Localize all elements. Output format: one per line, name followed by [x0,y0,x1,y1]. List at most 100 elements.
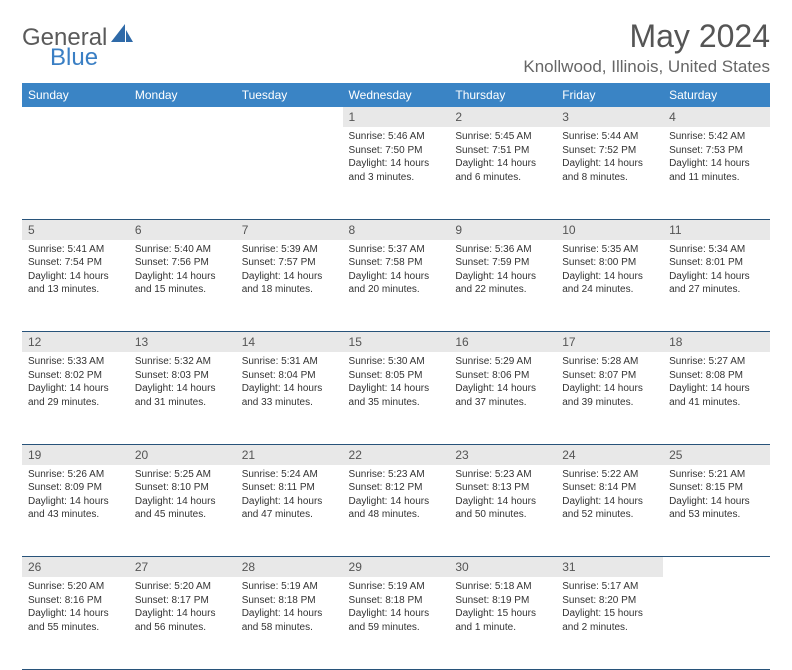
header: General Blue May 2024 Knollwood, Illinoi… [22,18,770,77]
sunset-text: Sunset: 8:07 PM [562,369,657,383]
daylight-text: and 33 minutes. [242,396,337,410]
day-number: 22 [343,444,450,465]
daylight-text: Daylight: 14 hours [669,495,764,509]
day-number [236,107,343,127]
sunrise-text: Sunrise: 5:45 AM [455,130,550,144]
daylight-text: Daylight: 14 hours [135,607,230,621]
day-number: 9 [449,219,556,240]
sunrise-text: Sunrise: 5:19 AM [242,580,337,594]
sunset-text: Sunset: 8:01 PM [669,256,764,270]
daylight-text: and 58 minutes. [242,621,337,635]
daylight-text: Daylight: 14 hours [455,157,550,171]
daylight-text: and 53 minutes. [669,508,764,522]
day-cell: Sunrise: 5:27 AMSunset: 8:08 PMDaylight:… [663,352,770,444]
daylight-text: and 45 minutes. [135,508,230,522]
daylight-text: and 1 minute. [455,621,550,635]
day-number: 17 [556,332,663,353]
daylight-text: and 29 minutes. [28,396,123,410]
sunrise-text: Sunrise: 5:33 AM [28,355,123,369]
sunrise-text: Sunrise: 5:40 AM [135,243,230,257]
day-number: 26 [22,557,129,578]
daylight-text: and 27 minutes. [669,283,764,297]
sunrise-text: Sunrise: 5:28 AM [562,355,657,369]
sunrise-text: Sunrise: 5:23 AM [349,468,444,482]
sunset-text: Sunset: 8:14 PM [562,481,657,495]
day-header: Saturday [663,83,770,107]
daylight-text: Daylight: 14 hours [562,157,657,171]
daylight-text: Daylight: 14 hours [349,382,444,396]
day-cell: Sunrise: 5:32 AMSunset: 8:03 PMDaylight:… [129,352,236,444]
day-number: 13 [129,332,236,353]
sunset-text: Sunset: 8:06 PM [455,369,550,383]
day-header: Thursday [449,83,556,107]
location-text: Knollwood, Illinois, United States [523,57,770,77]
daylight-text: and 15 minutes. [135,283,230,297]
daylight-text: Daylight: 14 hours [669,157,764,171]
daylight-text: Daylight: 14 hours [242,270,337,284]
sunrise-text: Sunrise: 5:26 AM [28,468,123,482]
sunrise-text: Sunrise: 5:44 AM [562,130,657,144]
sunrise-text: Sunrise: 5:34 AM [669,243,764,257]
day-number: 3 [556,107,663,127]
sunset-text: Sunset: 8:15 PM [669,481,764,495]
day-cell: Sunrise: 5:46 AMSunset: 7:50 PMDaylight:… [343,127,450,219]
day-cell: Sunrise: 5:30 AMSunset: 8:05 PMDaylight:… [343,352,450,444]
sunrise-text: Sunrise: 5:24 AM [242,468,337,482]
day-content-row: Sunrise: 5:33 AMSunset: 8:02 PMDaylight:… [22,352,770,444]
day-number-row: 567891011 [22,219,770,240]
day-number: 27 [129,557,236,578]
daylight-text: Daylight: 14 hours [455,270,550,284]
sunset-text: Sunset: 7:56 PM [135,256,230,270]
day-number: 20 [129,444,236,465]
day-cell: Sunrise: 5:37 AMSunset: 7:58 PMDaylight:… [343,240,450,332]
daylight-text: Daylight: 14 hours [455,495,550,509]
day-cell [663,577,770,669]
day-cell [22,127,129,219]
sunrise-text: Sunrise: 5:20 AM [28,580,123,594]
sunset-text: Sunset: 8:17 PM [135,594,230,608]
day-number: 29 [343,557,450,578]
day-cell: Sunrise: 5:39 AMSunset: 7:57 PMDaylight:… [236,240,343,332]
daylight-text: Daylight: 14 hours [562,495,657,509]
sunset-text: Sunset: 8:10 PM [135,481,230,495]
month-title: May 2024 [523,18,770,55]
day-header: Monday [129,83,236,107]
sunrise-text: Sunrise: 5:20 AM [135,580,230,594]
sunset-text: Sunset: 8:03 PM [135,369,230,383]
sunrise-text: Sunrise: 5:36 AM [455,243,550,257]
daylight-text: Daylight: 14 hours [349,607,444,621]
day-cell: Sunrise: 5:25 AMSunset: 8:10 PMDaylight:… [129,465,236,557]
day-cell: Sunrise: 5:21 AMSunset: 8:15 PMDaylight:… [663,465,770,557]
daylight-text: and 31 minutes. [135,396,230,410]
day-number: 23 [449,444,556,465]
sunrise-text: Sunrise: 5:17 AM [562,580,657,594]
daylight-text: and 24 minutes. [562,283,657,297]
day-cell: Sunrise: 5:34 AMSunset: 8:01 PMDaylight:… [663,240,770,332]
day-number: 21 [236,444,343,465]
day-number: 25 [663,444,770,465]
day-cell: Sunrise: 5:45 AMSunset: 7:51 PMDaylight:… [449,127,556,219]
daylight-text: and 37 minutes. [455,396,550,410]
day-number-row: 1234 [22,107,770,127]
day-number: 28 [236,557,343,578]
daylight-text: and 52 minutes. [562,508,657,522]
daylight-text: and 48 minutes. [349,508,444,522]
day-number: 1 [343,107,450,127]
day-header: Tuesday [236,83,343,107]
sunset-text: Sunset: 8:05 PM [349,369,444,383]
daylight-text: Daylight: 14 hours [349,495,444,509]
day-number: 30 [449,557,556,578]
sunset-text: Sunset: 8:16 PM [28,594,123,608]
daylight-text: and 2 minutes. [562,621,657,635]
sunset-text: Sunset: 7:53 PM [669,144,764,158]
sail-icon [111,24,133,49]
sunrise-text: Sunrise: 5:31 AM [242,355,337,369]
day-cell: Sunrise: 5:23 AMSunset: 8:13 PMDaylight:… [449,465,556,557]
sunset-text: Sunset: 8:18 PM [242,594,337,608]
daylight-text: and 41 minutes. [669,396,764,410]
day-cell: Sunrise: 5:36 AMSunset: 7:59 PMDaylight:… [449,240,556,332]
day-number: 4 [663,107,770,127]
sunset-text: Sunset: 7:59 PM [455,256,550,270]
sunrise-text: Sunrise: 5:18 AM [455,580,550,594]
sunrise-text: Sunrise: 5:39 AM [242,243,337,257]
